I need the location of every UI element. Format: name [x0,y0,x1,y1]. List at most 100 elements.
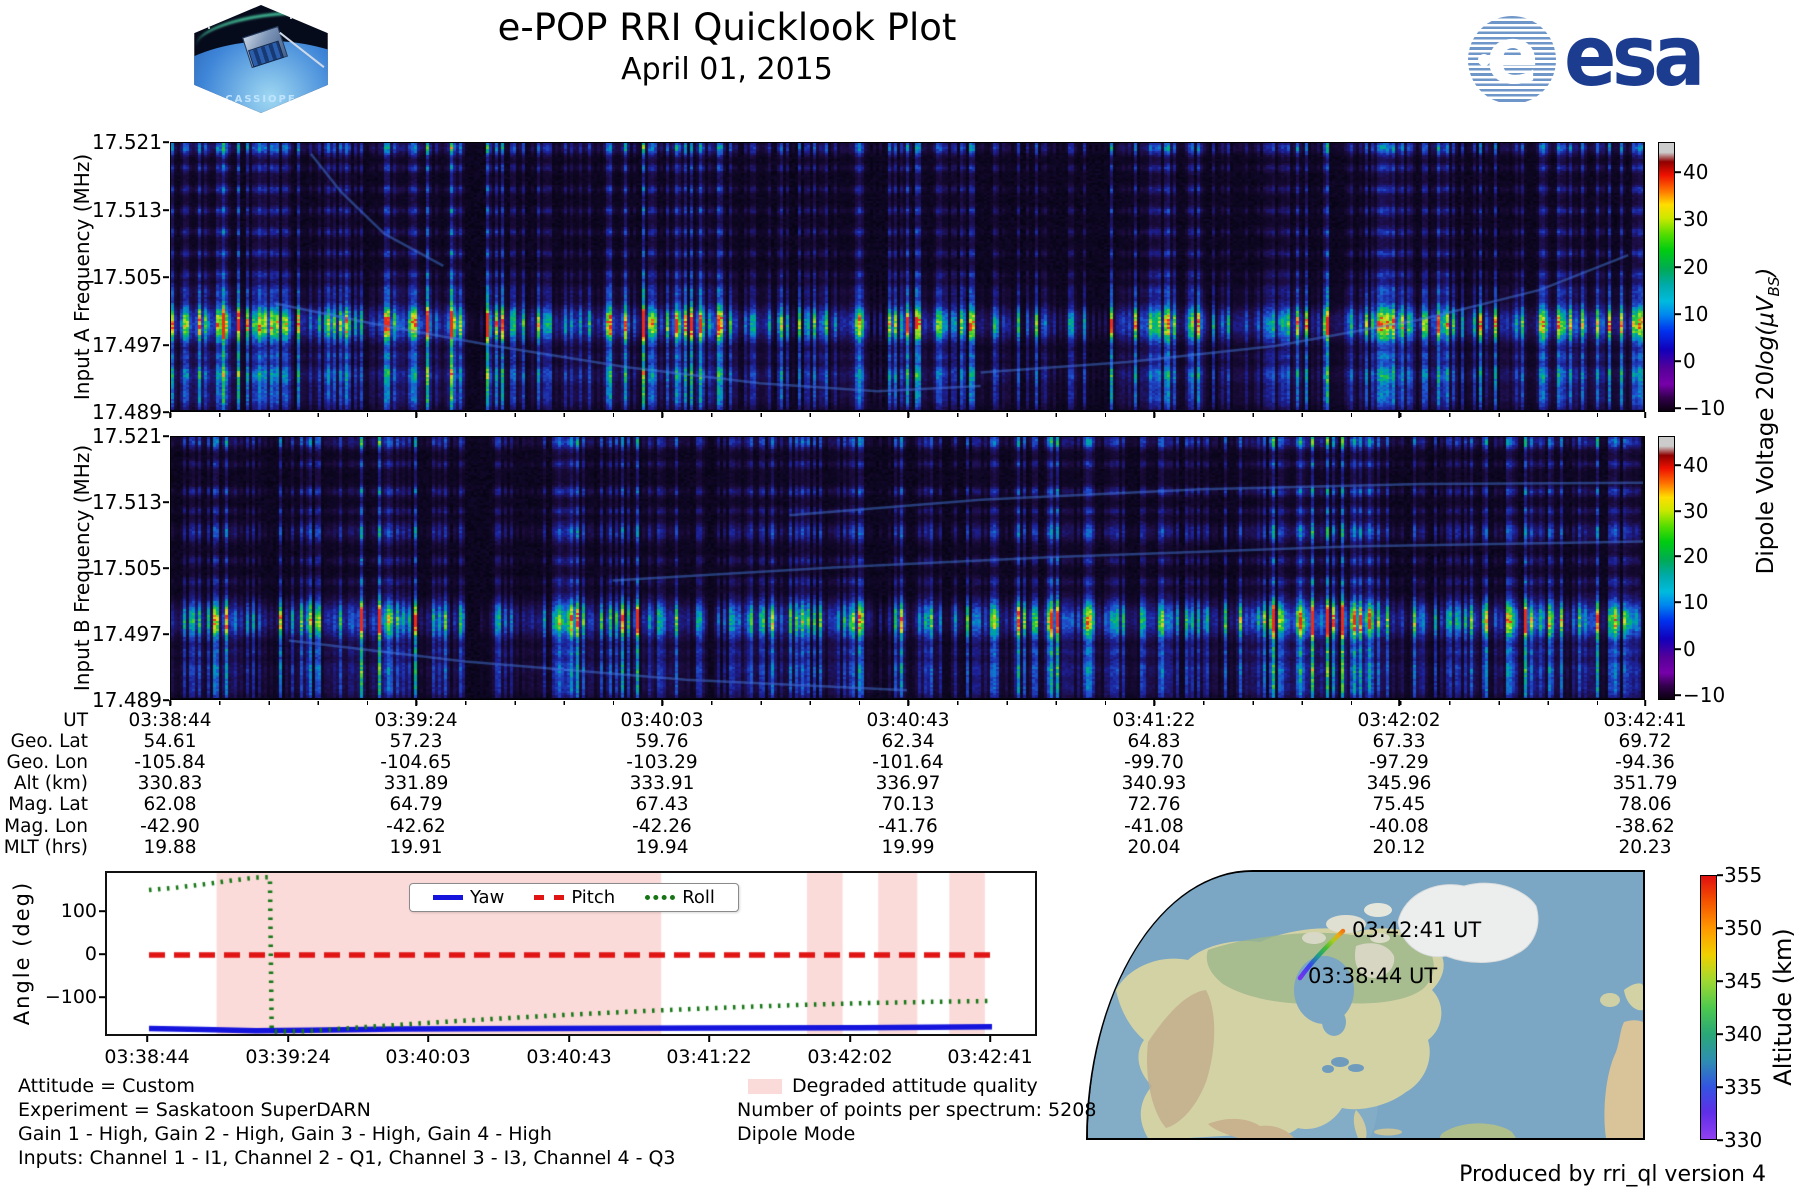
axis-tick [849,1036,851,1042]
ephemeris-cell: -41.08 [1124,816,1184,837]
satellite-track [1297,928,1346,981]
ephemeris-cell: 03:40:03 [620,710,704,731]
attitude-xtick: 03:39:24 [245,1046,331,1068]
ephemeris-row: Mag. Lon -42.90 -42.62 -42.26 -41.76 -41… [0,816,1800,838]
attitude-info-line: Attitude = Custom [18,1075,195,1097]
ephemeris-cell: 345.96 [1366,773,1432,794]
attitude-xtick: 03:40:03 [385,1046,471,1068]
ephemeris-cell: -42.62 [386,816,446,837]
axis-tick [163,435,169,437]
cbar-b-tick: 20 [1683,544,1709,568]
axis-tick [163,209,169,211]
legend-entry-yaw: Yaw [433,887,504,908]
spec-b-ytick: 17.513 [92,490,162,514]
ephemeris-cell: 57.23 [389,731,443,752]
altitude-colorbar [1700,875,1717,1140]
ephemeris-cell: 19.88 [143,837,197,858]
ephemeris-cell: 340.93 [1121,773,1187,794]
yaw-label: Yaw [470,887,505,908]
axis-tick [1675,510,1681,512]
attitude-ylabel: Angle (deg) [10,880,34,1026]
dipole-colorbar-a [1658,142,1675,412]
axis-tick [163,699,169,701]
spec-b-ytick: 17.489 [92,688,162,712]
axis-tick [1675,218,1681,220]
ephemeris-cell: -38.62 [1615,816,1675,837]
legend-entry-roll: Roll [645,887,715,908]
axis-tick [415,412,417,418]
axis-tick [163,633,169,635]
ephemeris-cell: 331.89 [383,773,449,794]
axis-tick [287,1036,289,1042]
spectrogram-b [170,436,1645,700]
ephemeris-cell: -97.29 [1369,752,1429,773]
track-start-time-label: 03:38:44 UT [1308,964,1438,988]
spec-a-ytick: 17.489 [92,400,162,424]
ephemeris-cell: 03:42:02 [1357,710,1441,731]
attitude-xtick: 03:42:02 [807,1046,893,1068]
ephemeris-cell: 64.83 [1127,731,1181,752]
ephemeris-cell: 03:41:22 [1112,710,1196,731]
ephemeris-cell: 78.06 [1618,794,1672,815]
pitch-line-sample [534,895,565,900]
ephemeris-cell: 19.99 [881,837,935,858]
cbar-a-tick: 40 [1683,160,1709,184]
esa-globe-icon: e [1468,16,1556,104]
axis-tick [568,1036,570,1042]
attitude-xtick: 03:41:22 [666,1046,752,1068]
cbar-b-tick: 0 [1683,637,1696,661]
experiment-info-line: Experiment = Saskatoon SuperDARN [18,1099,371,1121]
axis-tick [169,700,171,706]
axis-tick [907,700,909,706]
ephemeris-row: UT 03:38:44 03:39:24 03:40:03 03:40:43 0… [0,710,1800,732]
axis-tick [427,1036,429,1042]
axis-tick [163,276,169,278]
ephemeris-cell: 62.08 [143,794,197,815]
ephemeris-cell: -41.76 [878,816,938,837]
cbar-a-tick: 0 [1683,349,1696,373]
points-per-spectrum-line: Number of points per spectrum: 5208 [737,1099,1097,1121]
axis-tick [1644,700,1646,706]
track-end-time-label: 03:42:41 UT [1352,918,1482,942]
legend-entry-pitch: Pitch [534,887,615,908]
ephemeris-cell: -104.65 [380,752,452,773]
axis-tick [1675,694,1681,696]
dipole-mode-line: Dipole Mode [737,1123,856,1145]
axis-tick [1675,555,1681,557]
cbar-b-tick: 30 [1683,499,1709,523]
ephemeris-cell: 19.91 [389,837,443,858]
esa-wordmark: esa [1564,7,1705,105]
axis-tick [1717,1086,1723,1088]
axis-tick [163,567,169,569]
inputs-info-line: Inputs: Channel 1 - I1, Channel 2 - Q1, … [18,1147,676,1169]
axis-tick [1675,313,1681,315]
spec-a-ytick: 17.505 [92,265,162,289]
axis-tick [99,996,105,998]
cbar-a-tick: 10 [1683,302,1709,326]
axis-tick [1398,700,1400,706]
ephemeris-cell: 72.76 [1127,794,1181,815]
cassiope-label: CASSIOPE [225,94,297,105]
axis-tick [99,910,105,912]
altitude-tick: 350 [1724,916,1763,940]
spec-a-ytick: 17.513 [92,198,162,222]
attitude-xtick: 03:38:44 [104,1046,190,1068]
ephemeris-cell: 54.61 [143,731,197,752]
axis-tick [1717,927,1723,929]
axis-tick [1675,464,1681,466]
ephemeris-row-label: Mag. Lon [4,816,88,837]
axis-tick [1153,412,1155,418]
attitude-ytick: 100 [60,900,97,922]
cassiope-badge: CASSIOPE [194,5,328,113]
ephemeris-row: Geo. Lon -105.84 -104.65 -103.29 -101.64… [0,752,1800,774]
altitude-tick: 335 [1724,1075,1763,1099]
attitude-xtick: 03:42:41 [947,1046,1033,1068]
axis-tick [169,412,171,418]
spec-b-ytick: 17.505 [92,556,162,580]
altitude-tick: 345 [1724,969,1763,993]
pitch-label: Pitch [571,887,616,908]
axis-tick [1675,407,1681,409]
ephemeris-cell: 69.72 [1618,731,1672,752]
ephemeris-cell: 330.83 [137,773,203,794]
